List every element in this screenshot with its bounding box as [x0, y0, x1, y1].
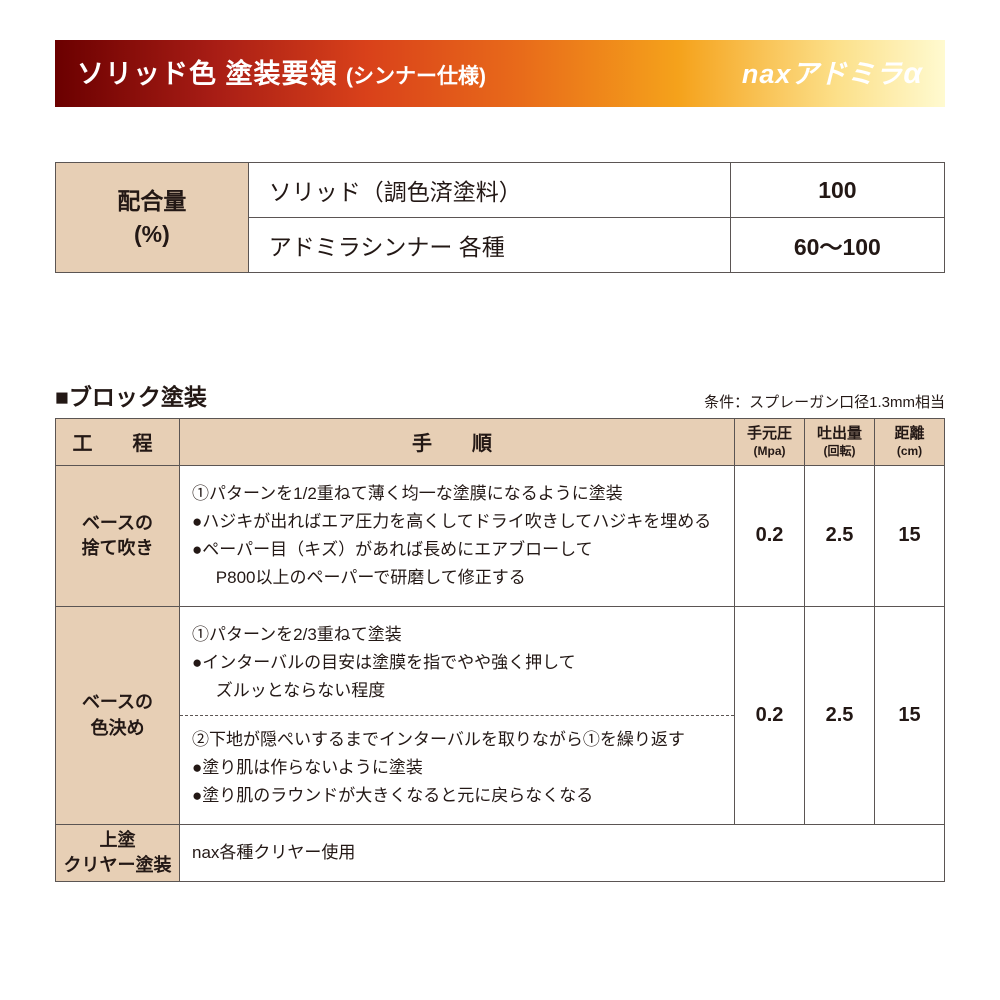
mix-ratio-table: 配合量 (%) ソリッド（調色済塗料） 100 アドミラシンナー 各種 60〜1…: [55, 162, 945, 273]
distance-cell: 15: [875, 606, 945, 824]
discharge-cell: 2.5: [805, 606, 875, 824]
distance-cell: 15: [875, 465, 945, 606]
section-title-row: ■ブロック塗装 条件：スプレーガン口径1.3mm相当: [55, 378, 945, 412]
mix-row-name: ソリッド（調色済塗料）: [248, 163, 730, 218]
discharge-cell: 2.5: [805, 465, 875, 606]
brand-alpha: α: [903, 57, 923, 90]
proc-name-cell: ベースの 色決め: [56, 606, 180, 824]
th-pressure: 手元圧 (Mpa): [735, 419, 805, 466]
pressure-cell: 0.2: [735, 465, 805, 606]
header-bar: ソリッド色 塗装要領 (シンナー仕様) naxアドミラα: [55, 40, 945, 107]
mix-row-value: 100: [730, 163, 944, 218]
process-table: 工 程 手 順 手元圧 (Mpa) 吐出量 (回転) 距離 (cm) ベースの …: [55, 418, 945, 882]
instruction-cell: ①パターンを1/2重ねて薄く均一な塗膜になるように塗装 ●ハジキが出ればエア圧力…: [180, 465, 735, 606]
section-title: ■ブロック塗装: [55, 378, 207, 412]
proc-name-cell: ベースの 捨て吹き: [56, 465, 180, 606]
dashed-divider: [180, 715, 734, 716]
mix-label-l1: 配合量: [117, 188, 186, 214]
th-distance: 距離 (cm): [875, 419, 945, 466]
condition-note: 条件：スプレーガン口径1.3mm相当: [704, 391, 945, 412]
th-instruction: 手 順: [180, 419, 735, 466]
proc-name-cell: 上塗 クリヤー塗装: [56, 825, 180, 882]
instruction-cell: nax各種クリヤー使用: [180, 825, 945, 882]
header-subtitle: (シンナー仕様): [346, 65, 486, 88]
table-row: 上塗 クリヤー塗装 nax各種クリヤー使用: [56, 825, 945, 882]
header-title: ソリッド色 塗装要領: [77, 59, 338, 89]
instruction-cell: ①パターンを2/3重ねて塗装 ●インターバルの目安は塗膜を指でやや強く押して ズ…: [180, 606, 735, 824]
table-row: ベースの 捨て吹き ①パターンを1/2重ねて薄く均一な塗膜になるように塗装 ●ハ…: [56, 465, 945, 606]
th-process: 工 程: [56, 419, 180, 466]
mix-row-name: アドミラシンナー 各種: [248, 218, 730, 273]
header-title-group: ソリッド色 塗装要領 (シンナー仕様): [77, 52, 486, 91]
table-header-row: 工 程 手 順 手元圧 (Mpa) 吐出量 (回転) 距離 (cm): [56, 419, 945, 466]
brand-main: アドミラ: [791, 59, 903, 89]
mix-label-cell: 配合量 (%): [56, 163, 249, 273]
th-discharge: 吐出量 (回転): [805, 419, 875, 466]
brand-prefix: nax: [742, 59, 792, 89]
pressure-cell: 0.2: [735, 606, 805, 824]
header-brand: naxアドミラα: [742, 52, 923, 91]
mix-label-l2: (%): [134, 221, 170, 247]
mix-row-value: 60〜100: [730, 218, 944, 273]
table-row: ベースの 色決め ①パターンを2/3重ねて塗装 ●インターバルの目安は塗膜を指で…: [56, 606, 945, 824]
